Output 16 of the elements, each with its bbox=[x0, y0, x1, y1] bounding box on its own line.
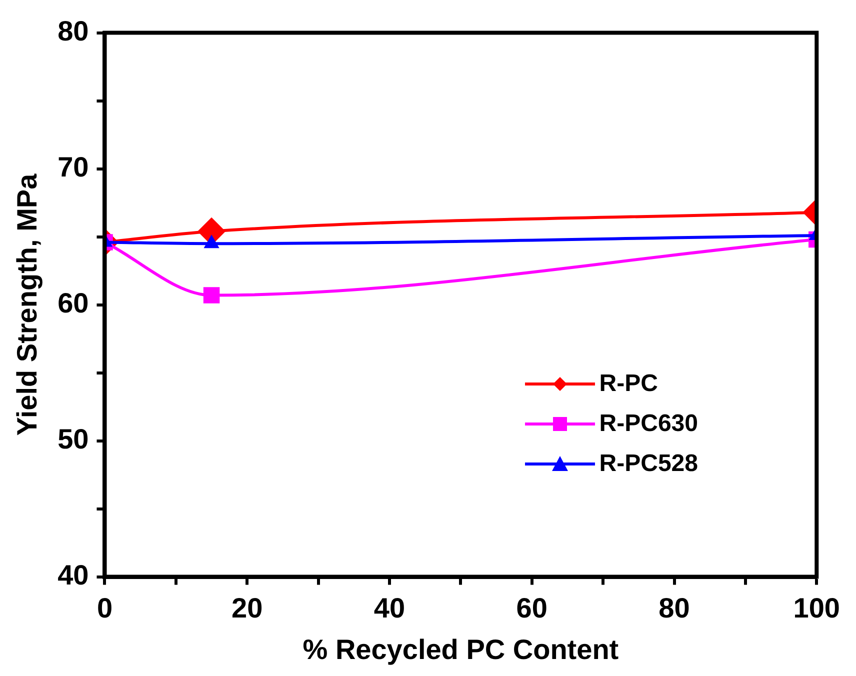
x-tick-label: 0 bbox=[96, 592, 113, 624]
legend-label: R-PC630 bbox=[599, 410, 698, 438]
y-tick-label: 40 bbox=[58, 560, 89, 591]
y-axis-title: Yield Strength, MPa bbox=[12, 173, 43, 436]
legend-label: R-PC bbox=[599, 370, 658, 398]
y-tick-label: 50 bbox=[58, 424, 89, 455]
y-tick-label: 60 bbox=[58, 288, 89, 319]
x-tick-label: 80 bbox=[658, 592, 690, 624]
x-axis-title: % Recycled PC Content bbox=[302, 634, 619, 665]
x-tick-label: 60 bbox=[516, 592, 548, 624]
x-tick-label: 20 bbox=[232, 592, 263, 624]
x-tick-label: 40 bbox=[374, 592, 406, 624]
y-tick-label: 80 bbox=[58, 16, 89, 47]
y-tick-label: 70 bbox=[58, 152, 89, 183]
x-tick-label: 100 bbox=[793, 592, 840, 624]
legend-label: R-PC528 bbox=[599, 450, 698, 478]
